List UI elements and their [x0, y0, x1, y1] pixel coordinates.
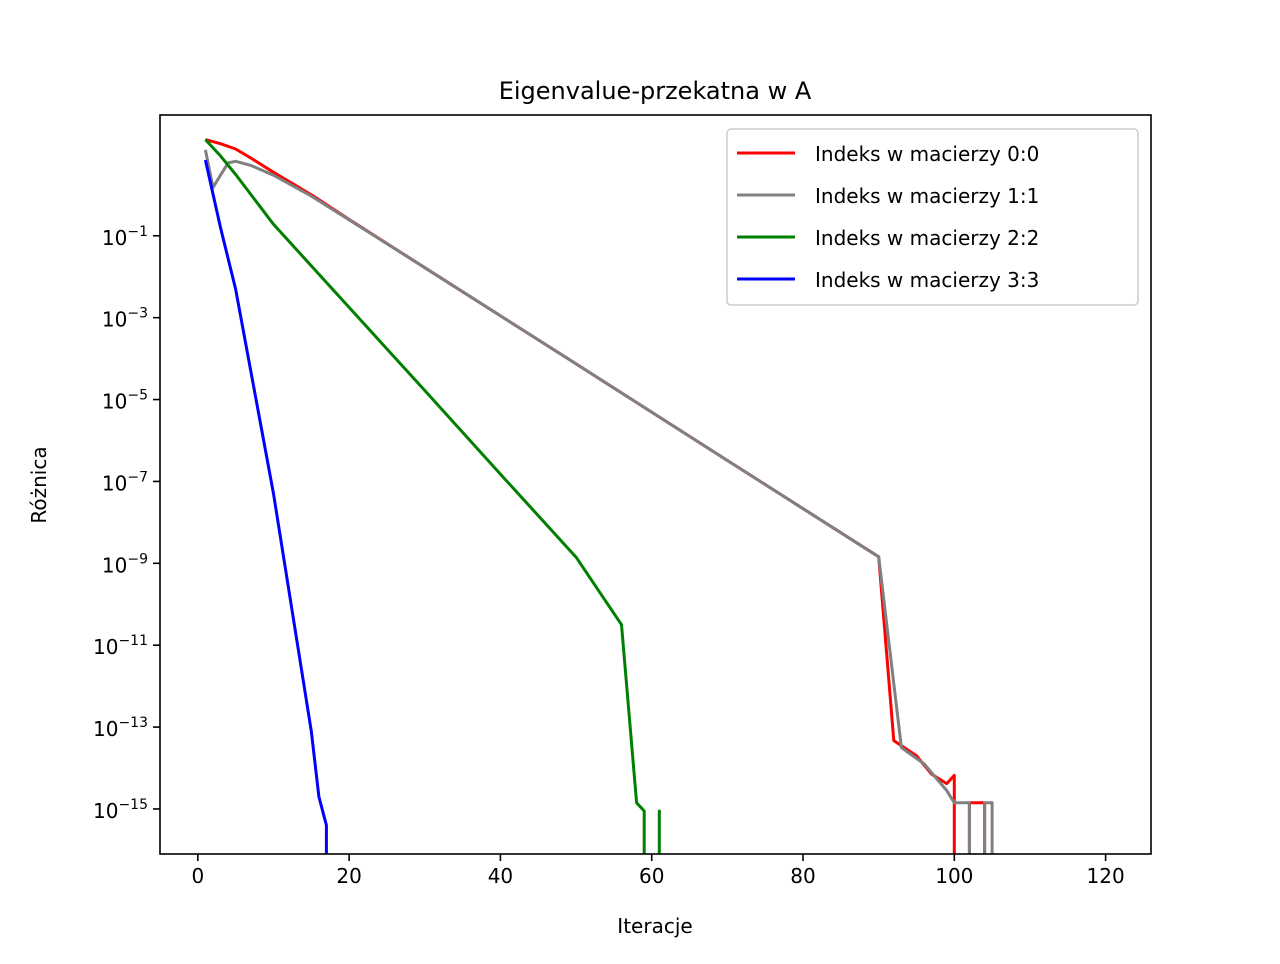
plot-frame [159, 114, 1152, 855]
y-tick-label: 10−1 [102, 224, 148, 250]
legend-label-1: Indeks w macierzy 1:1 [815, 184, 1039, 208]
x-tick-label: 120 [1087, 864, 1125, 888]
y-tick-label: 10−15 [93, 797, 148, 823]
axes-layer: 0 20 40 60 80 100 120 10−1 10−3 10−5 10−7 10−9 10−11… [93, 224, 1125, 888]
y-axis-label: Różnica [27, 446, 51, 523]
x-tick-label: 80 [790, 864, 815, 888]
chart-title: Eigenvalue-przekatna w A [499, 77, 812, 105]
y-tick-label: 10−3 [102, 306, 148, 332]
x-tick-label: 60 [639, 864, 664, 888]
x-axis-label: Iteracje [617, 914, 692, 938]
series-line-1 [203, 149, 994, 854]
legend-label-0: Indeks w macierzy 0:0 [815, 142, 1039, 166]
x-tick-label: 20 [336, 864, 361, 888]
y-tick-label: 10−11 [93, 633, 148, 659]
series-layer [203, 138, 994, 854]
x-tick-label: 40 [488, 864, 513, 888]
y-tick-label: 10−5 [102, 388, 148, 414]
y-tick-label: 10−9 [102, 551, 148, 577]
legend-label-3: Indeks w macierzy 3:3 [815, 268, 1039, 292]
y-tick-label: 10−13 [93, 715, 148, 741]
series-line-3 [203, 159, 328, 854]
x-tick-label: 100 [935, 864, 973, 888]
legend-box [726, 128, 1139, 306]
x-tick-label: 0 [191, 864, 204, 888]
series-line-2 [204, 138, 661, 854]
y-tick-label: 10−7 [102, 469, 148, 495]
legend-label-2: Indeks w macierzy 2:2 [815, 226, 1039, 250]
legend: Indeks w macierzy 0:0 Indeks w macierzy 1… [726, 128, 1139, 306]
